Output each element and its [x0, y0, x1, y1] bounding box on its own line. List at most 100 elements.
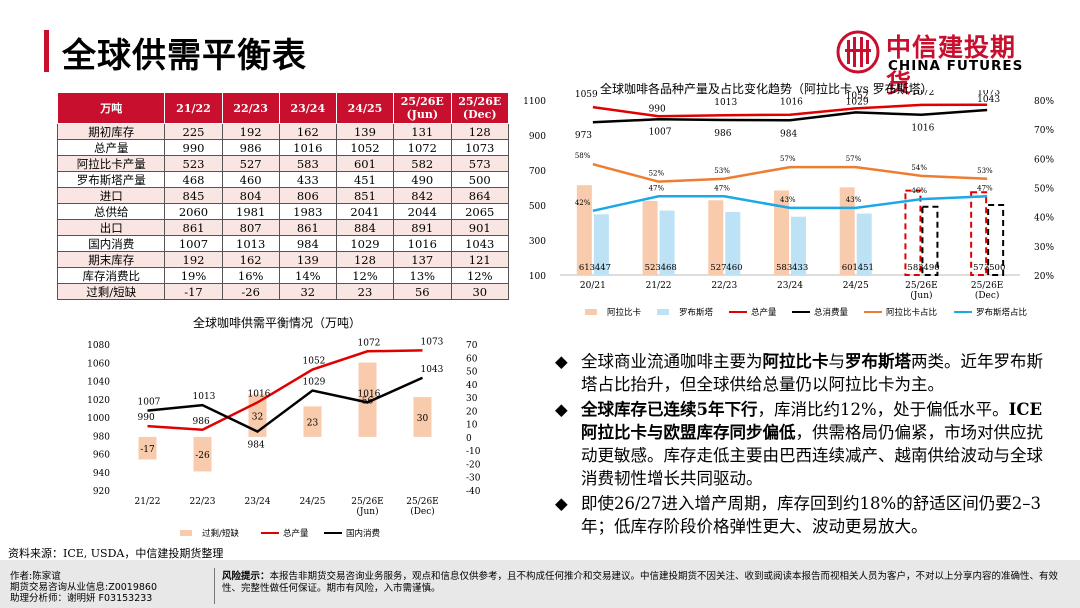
table-row: 进口 845 804 806 851 842 864 — [56, 187, 510, 204]
table-cell: 库存消费比 — [56, 267, 166, 284]
y-tick-label: 1000 — [87, 414, 110, 424]
bullet-text: ，供需格局仍偏紧，市场对供应扰动更敏感。库存走低主要由巴西连续减产、越南供给波动… — [581, 423, 1043, 488]
y2-tick-label: 20 — [466, 407, 478, 417]
table-header-cell: 22/23 — [221, 92, 280, 124]
total-production-label: 1059 — [575, 90, 598, 100]
y-tick-label: 960 — [93, 451, 110, 461]
surplus-bar — [193, 436, 212, 472]
robusta-share-line — [592, 195, 988, 213]
legend-label: 罗布斯塔 — [679, 307, 714, 318]
bullet-text: 与 — [828, 352, 846, 371]
x-tick-label: 24/25 — [843, 281, 869, 291]
y-tick-label: 1040 — [87, 378, 110, 388]
balance-chart: 1080106010401020100098096094092070605040… — [87, 337, 481, 539]
arabica-share-line — [592, 162, 988, 183]
table-header-cell: 23/24 — [278, 92, 337, 124]
y-tick-label: 1020 — [87, 396, 110, 406]
legend-label: 阿拉比卡占比 — [886, 307, 937, 318]
bullet-text: 两类。近年罗布斯塔占比抬升，但全球供给总量仍以阿拉比卡为主。 — [581, 352, 1043, 394]
y2-tick-label: 70 — [466, 341, 478, 351]
table-cell: 490 — [393, 171, 452, 188]
y-tick-label: 700 — [529, 167, 546, 177]
total-production-label: 1072 — [358, 338, 381, 348]
y2-tick-label: -20 — [466, 460, 481, 470]
arabica-bar — [576, 185, 592, 275]
table-cell: 罗布斯塔产量 — [56, 171, 166, 188]
table-cell: 1052 — [335, 139, 395, 156]
table-row: 国内消费 1007 1013 984 1029 1016 1043 — [56, 235, 510, 252]
table-cell: 984 — [278, 235, 337, 252]
table-cell: 884 — [335, 219, 395, 236]
table-row: 总供给 2060 1981 1983 2041 2044 2065 — [56, 203, 510, 220]
table-cell: 1981 — [221, 203, 280, 220]
table-cell: 139 — [278, 251, 337, 268]
table-cell: 出口 — [56, 219, 166, 236]
table-cell: 845 — [164, 187, 223, 204]
table-header-cell: 万吨 — [56, 92, 166, 124]
table-row: 出口 861 807 861 884 891 901 — [56, 219, 510, 236]
table-row: 阿拉比卡产量 523 527 583 601 582 573 — [56, 155, 510, 172]
table-row: 罗布斯塔产量 468 460 433 451 490 500 — [56, 171, 510, 188]
total-consumption-label: 1029 — [846, 97, 869, 107]
bullet-text: ，库消比约12%，处于偏低水平。 — [757, 400, 1009, 419]
table-cell: 851 — [335, 187, 395, 204]
logo-emblem-icon — [836, 30, 880, 74]
bullet-text: 全球商业流通咖啡主要为 — [581, 352, 763, 371]
table-cell: 861 — [164, 219, 223, 236]
legend-swatch — [180, 530, 192, 536]
table-cell: 12% — [335, 267, 395, 284]
total-production-label: 1016 — [248, 389, 271, 399]
footer: 作者:陈家谊 期货交易咨询从业信息:Z0019860 助理分析师：谢明妍 F03… — [0, 560, 1080, 608]
surplus-bar — [303, 406, 322, 437]
table-cell: 期初库存 — [56, 123, 166, 140]
surplus-bar — [138, 436, 157, 460]
x-tick-label: (Jun) — [910, 290, 932, 301]
total-consumption-label: 1016 — [911, 124, 934, 134]
total-production-line — [147, 349, 423, 432]
risk-disclaimer: 风险提示：本报告非期货交易咨询业务服务，观点和信息仅供参考，且不构成任何推介和交… — [222, 571, 1072, 594]
robusta-share-label: 42% — [575, 199, 591, 207]
table-cell: 225 — [164, 123, 223, 140]
y-tick-label: 1060 — [87, 359, 110, 369]
x-tick-label: 21/22 — [646, 281, 672, 291]
table-cell: 131 — [393, 123, 452, 140]
x-tick-label: 20/21 — [580, 281, 606, 291]
arabica-value-label: 573 — [973, 263, 989, 273]
table-cell: 601 — [335, 155, 395, 172]
y-tick-label: 300 — [529, 237, 546, 247]
bullet-emphasis: 全球库存已连续5年下行 — [581, 400, 758, 419]
diamond-bullet-icon: ◆ — [555, 494, 568, 513]
table-header-row: 万吨 21/22 22/23 23/24 24/25 25/26E (Jun) 25/26E(… — [56, 92, 510, 124]
table-cell: 451 — [335, 171, 395, 188]
table-cell: 139 — [335, 123, 395, 140]
y-tick-label: 920 — [93, 487, 110, 497]
table-cell: 1007 — [164, 235, 223, 252]
domestic-consumption-label: 1043 — [421, 365, 444, 375]
robusta-share-label: 43% — [846, 196, 862, 204]
logo-text-cn: 中信建投期货 — [886, 33, 1017, 98]
table-cell: 807 — [221, 219, 280, 236]
y2-tick-label: 80% — [1034, 97, 1054, 107]
robusta-share-label: 47% — [977, 184, 993, 192]
surplus-value-label: -26 — [195, 451, 210, 461]
company-logo: 中信建投期货 CHINA FUTURES — [836, 28, 1041, 98]
table-cell: 32 — [278, 283, 337, 300]
robusta-bar — [725, 212, 741, 275]
table-cell: 583 — [278, 155, 337, 172]
total-consumption-label: 986 — [714, 129, 731, 139]
table-cell: 128 — [335, 251, 395, 268]
legend-label: 罗布斯塔占比 — [976, 307, 1027, 318]
total-consumption-label: 984 — [780, 129, 797, 139]
arabica-value-label: 583 — [776, 263, 792, 273]
table-cell: 12% — [450, 267, 510, 284]
legend-label: 阿拉比卡 — [607, 307, 642, 318]
y2-tick-label: 30 — [466, 394, 478, 404]
legend-label: 总消费量 — [814, 307, 849, 318]
arabica-share-label: 57% — [846, 155, 862, 163]
table-cell: 1072 — [393, 139, 452, 156]
table-cell: 192 — [164, 251, 223, 268]
table-cell: 806 — [278, 187, 337, 204]
table-cell: 1013 — [221, 235, 280, 252]
bullet-emphasis: ICE阿拉比卡与欧盟库存同步偏低 — [581, 400, 1043, 442]
total-production-label: 1052 — [846, 91, 869, 101]
